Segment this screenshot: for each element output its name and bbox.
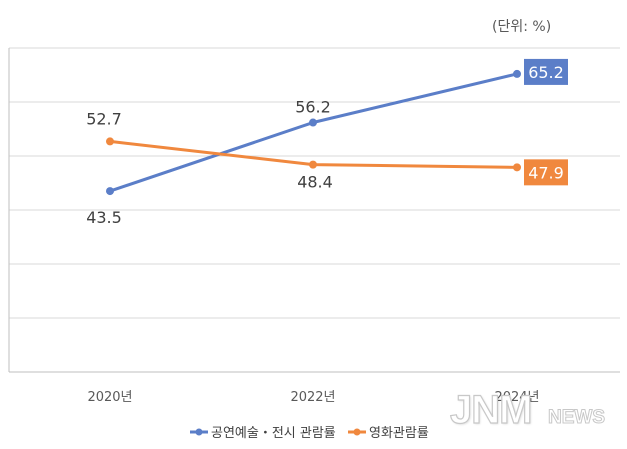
x-tick-label: 2024년 [494, 390, 539, 405]
data-point [106, 187, 114, 196]
data-label: 47.9 [528, 163, 564, 182]
data-label-box [524, 58, 568, 85]
watermark-logo-text: JNM [449, 387, 533, 432]
data-label-box [524, 159, 568, 186]
data-label: 56.2 [295, 98, 331, 117]
data-point [309, 118, 317, 127]
data-point [106, 137, 114, 146]
data-point [513, 163, 521, 172]
jnm-news-watermark: JNM NEWS [449, 387, 620, 434]
legend-swatch-marker [195, 428, 203, 436]
unit-label: (단위: %) [492, 19, 552, 35]
data-label: 65.2 [528, 63, 564, 82]
data-point [309, 160, 317, 169]
gridlines [8, 47, 620, 373]
data-label: 43.5 [86, 208, 122, 227]
x-tick-label: 2022년 [290, 390, 335, 405]
legend-swatch-marker [353, 428, 361, 436]
x-tick-label: 2020년 [87, 390, 132, 405]
legend-entry: 영화관람률 [369, 426, 429, 441]
data-points [106, 69, 521, 196]
data-point [513, 69, 521, 78]
legend: 공연예술・전시 관람률 영화관람률 [190, 426, 429, 441]
watermark-news-text: NEWS [548, 407, 606, 429]
data-label: 48.4 [297, 173, 333, 192]
data-labels: 43.5 56.2 52.7 48.4 65.2 47.9 [86, 58, 568, 227]
x-tick-labels: 2020년 2022년 2024년 [87, 390, 539, 405]
data-label: 52.7 [86, 109, 122, 128]
legend-entry: 공연예술・전시 관람률 [211, 426, 336, 441]
